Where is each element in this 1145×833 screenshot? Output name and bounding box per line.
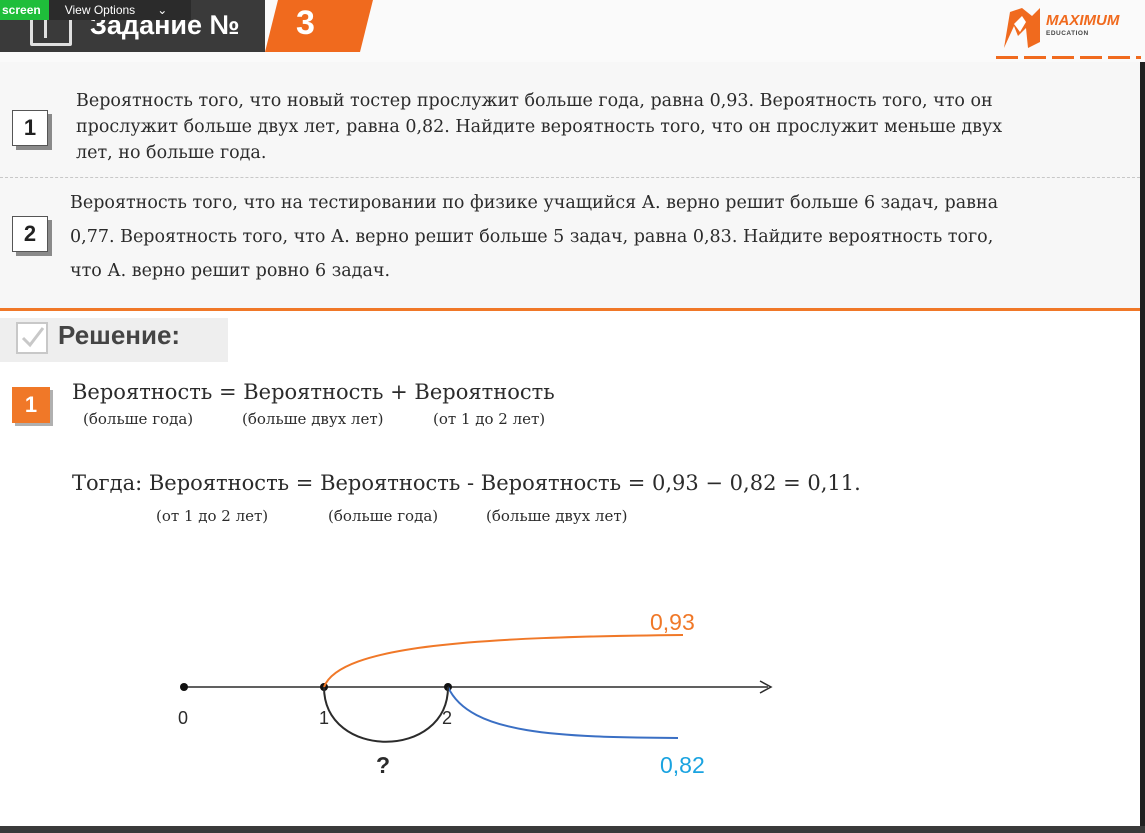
formula-1-sub-2: (больше двух лет): [242, 410, 384, 428]
section-rule: [0, 308, 1140, 311]
problems-divider: [0, 177, 1140, 178]
question-mark: ?: [376, 752, 390, 778]
solution-number: 1: [12, 387, 50, 423]
checkbox-icon: [16, 322, 48, 354]
axis-label-1: 1: [319, 708, 329, 728]
problems-block: 1 Вероятность того, что новый тостер про…: [0, 62, 1140, 308]
interval-arc: [323, 686, 449, 743]
problem-2-line: Вероятность того, что на тестировании по…: [70, 193, 999, 213]
solution-title: Решение:: [58, 320, 181, 350]
formula-2-sub-3: (больше двух лет): [486, 507, 628, 525]
lower-value-label: 0,82: [660, 752, 705, 778]
point-0: [180, 683, 188, 691]
formula-2-sub-2: (больше года): [328, 507, 439, 525]
problem-2-line: что А. верно решит ровно 6 задач.: [70, 261, 391, 281]
formula-1: Вероятность = Вероятность + Вероятность: [72, 380, 555, 404]
problem-1-number: 1: [12, 110, 48, 146]
formula-2: Тогда: Вероятность = Вероятность - Вероя…: [72, 471, 861, 495]
book-spine: [44, 18, 47, 38]
axis-label-2: 2: [442, 708, 452, 728]
formula-2-sub-1: (от 1 до 2 лет): [156, 507, 269, 525]
problem-2-number: 2: [12, 216, 48, 252]
upper-curve: [323, 634, 684, 688]
formula-1-sub-1: (больше года): [83, 410, 194, 428]
maximum-logo-icon: [1004, 8, 1040, 48]
problem-1-line: Вероятность того, что новый тостер просл…: [76, 91, 993, 111]
lower-curve: [447, 686, 679, 739]
logo-text: MAXIMUM: [1046, 12, 1120, 29]
chevron-down-icon: ⌄: [157, 3, 168, 17]
upper-value-label: 0,93: [650, 609, 695, 635]
logo-underline: [996, 56, 1141, 59]
axis-label-0: 0: [178, 708, 188, 728]
zoom-toolbar: screen View Options ⌄: [0, 0, 191, 20]
top-header: Задание № 3 MAXIMUM EDUCATION: [0, 0, 1145, 62]
screen-share-label[interactable]: screen: [0, 0, 49, 20]
problem-1-text: Вероятность того, что новый тостер просл…: [76, 88, 1002, 166]
scrollbar[interactable]: [1140, 62, 1145, 826]
problem-2-line: 0,77. Вероятность того, что А. верно реш…: [70, 227, 994, 247]
bottom-bar: [0, 826, 1145, 833]
formula-1-sub-3: (от 1 до 2 лет): [433, 410, 546, 428]
problem-2-text: Вероятность того, что на тестировании по…: [70, 186, 998, 288]
problem-1-line: лет, но больше года.: [76, 143, 267, 163]
view-options-button[interactable]: View Options ⌄: [48, 0, 191, 20]
view-options-label: View Options: [64, 3, 136, 17]
problem-1-line: прослужит больше двух лет, равна 0,82. Н…: [76, 117, 1003, 137]
arrow-right-icon: [759, 680, 773, 694]
logo-subtext: EDUCATION: [1046, 30, 1089, 37]
task-number: 3: [296, 4, 315, 42]
